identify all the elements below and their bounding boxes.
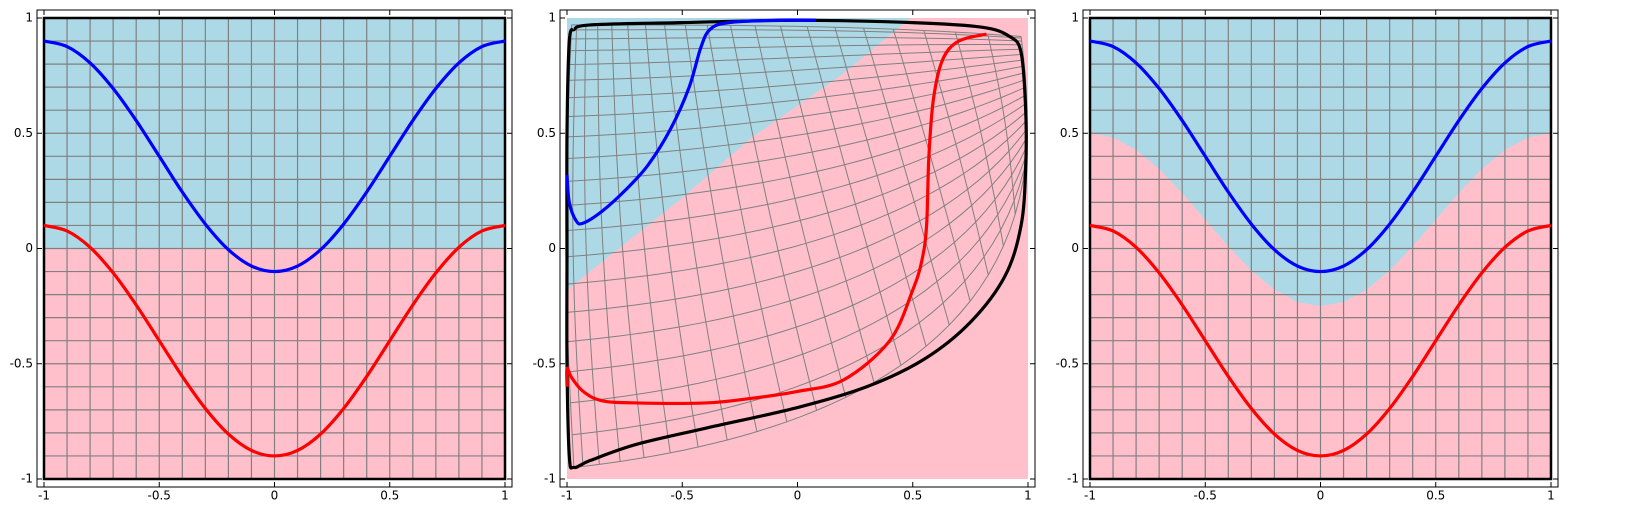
y-tick-label: -0.5 (1056, 356, 1079, 370)
x-tick-label: -1 (38, 489, 50, 503)
x-tick-label: -0.5 (671, 489, 694, 503)
y-tick-label: -1 (1067, 472, 1079, 486)
y-tick-label: 0.5 (14, 126, 33, 140)
y-tick-label: 0 (25, 241, 33, 255)
y-tick-label: -1 (21, 472, 33, 486)
y-tick-label: 0 (1071, 241, 1079, 255)
x-tick-label: 1 (1024, 489, 1032, 503)
frame (1088, 16, 1553, 481)
x-tick-label: -1 (1084, 489, 1096, 503)
mesh-line (568, 59, 1024, 99)
curve (1089, 223, 1552, 458)
mesh-line (892, 28, 971, 302)
x-tick-label: 1 (501, 489, 509, 503)
mesh-line (569, 48, 1023, 65)
mesh-line (570, 43, 1023, 52)
mesh-line (987, 33, 1016, 215)
y-tick-label: 0.5 (1060, 126, 1079, 140)
y-tick-label: -1 (544, 472, 556, 486)
frame (42, 16, 507, 481)
mesh-line (754, 25, 847, 398)
x-tick-label: 0 (271, 489, 279, 503)
curve (565, 32, 987, 405)
mesh-line (569, 53, 1024, 81)
y-tick-label: 0 (548, 241, 556, 255)
x-tick-label: -1 (561, 489, 573, 503)
mesh-line (566, 79, 1026, 160)
x-tick-label: 0 (794, 489, 802, 503)
curve (43, 223, 506, 458)
region (567, 18, 911, 290)
x-tick-label: 0.5 (903, 489, 922, 503)
mesh-line (567, 72, 1026, 138)
y-tick-label: -0.5 (533, 356, 556, 370)
mesh-line (806, 26, 902, 366)
x-tick-label: 0.5 (1426, 489, 1445, 503)
y-tick-label: 1 (548, 11, 556, 25)
y-tick-label: 1 (1071, 11, 1079, 25)
x-tick-label: 0.5 (380, 489, 399, 503)
y-tick-label: 0.5 (537, 126, 556, 140)
x-tick-label: 0 (1317, 489, 1325, 503)
mesh-line (863, 27, 950, 326)
mesh-line (571, 29, 1022, 39)
mesh-line (567, 65, 1025, 118)
y-tick-label: 1 (25, 11, 33, 25)
mesh-line (954, 31, 1004, 247)
mesh-line (923, 30, 989, 276)
curve (565, 18, 816, 226)
mesh-line (834, 27, 927, 347)
x-tick-label: -0.5 (148, 489, 171, 503)
curve (565, 18, 1028, 470)
mesh-line (570, 36, 1022, 42)
mesh-line (566, 86, 1027, 182)
curve (43, 39, 506, 274)
curve (1089, 39, 1552, 274)
x-tick-label: -0.5 (1194, 489, 1217, 503)
y-tick-label: -0.5 (10, 356, 33, 370)
x-tick-label: 1 (1547, 489, 1555, 503)
mesh-line (780, 25, 875, 383)
